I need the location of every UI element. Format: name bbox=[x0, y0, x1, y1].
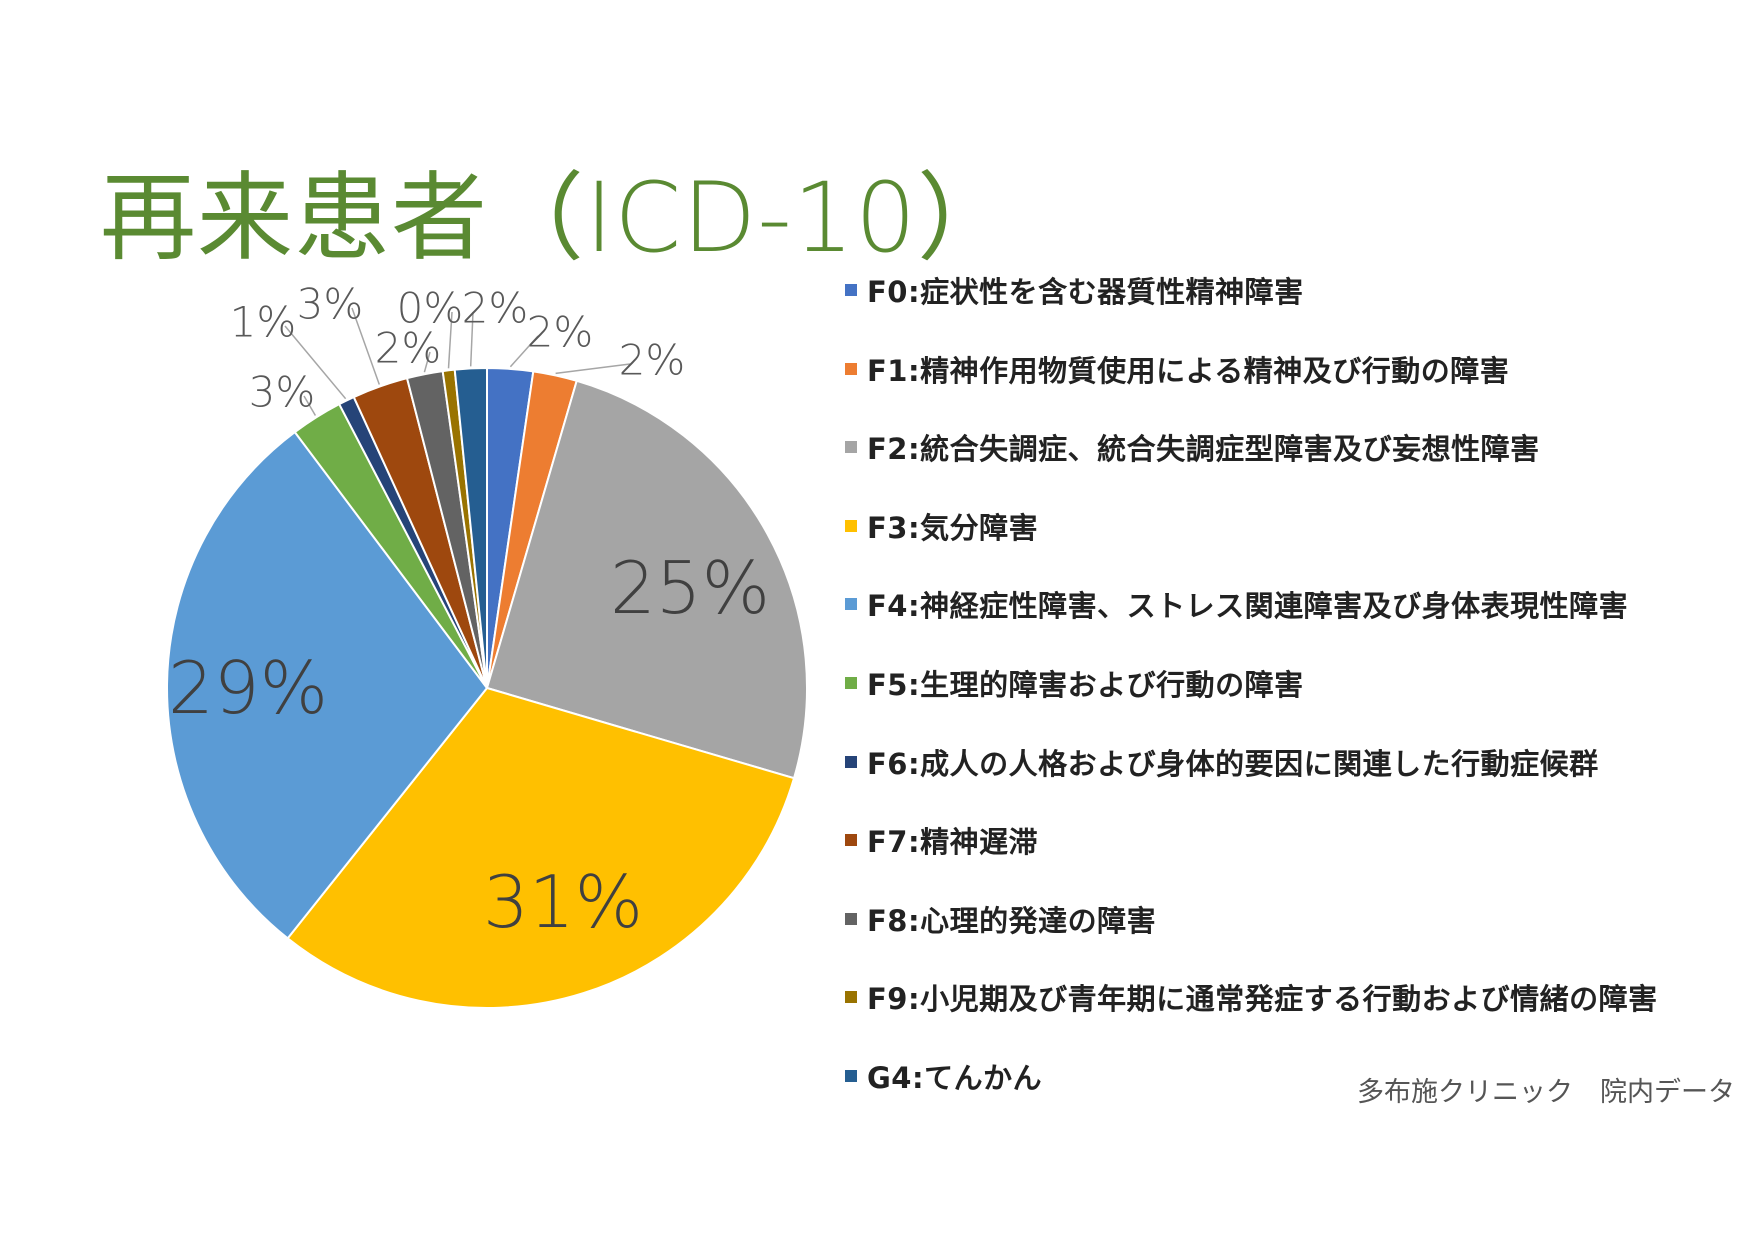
legend-item: F1:精神作用物質使用による精神及び行動の障害 bbox=[845, 349, 1509, 389]
legend-swatch bbox=[845, 519, 857, 532]
data-label-10: 0% bbox=[397, 284, 464, 333]
pie-slice-11 bbox=[453, 366, 488, 689]
legend-item: F3:気分障害 bbox=[845, 506, 1038, 546]
legend-swatch bbox=[845, 284, 857, 296]
legend-item: F5:生理的障害および行動の障害 bbox=[845, 663, 1304, 703]
legend-swatch bbox=[845, 834, 857, 847]
legend-swatch bbox=[845, 912, 857, 925]
legend-swatch bbox=[845, 441, 857, 454]
legend-swatch bbox=[845, 677, 857, 689]
legend-label: F1:精神作用物質使用による精神及び行動の障害 bbox=[867, 353, 1510, 388]
leader-line-10 bbox=[447, 311, 453, 369]
legend-swatch bbox=[845, 755, 857, 768]
pie-slices bbox=[166, 366, 808, 1009]
leader-line-9 bbox=[423, 351, 431, 373]
data-label-3: 25% bbox=[610, 546, 770, 630]
data-label-2: 2% bbox=[619, 336, 686, 385]
data-labels: 2%2%25%31%29%3%1% 3%2%0%2% bbox=[168, 280, 770, 945]
data-label-4: 31% bbox=[483, 860, 643, 944]
data-label-9: 2% bbox=[375, 324, 442, 373]
data-label-1: 2% bbox=[527, 308, 594, 357]
legend-item: F2:統合失調症、統合失調症型障害及び妄想性障害 bbox=[845, 427, 1540, 467]
leader-line-7 bbox=[284, 325, 347, 400]
data-label-7: 1% bbox=[230, 298, 297, 347]
leader-line-6 bbox=[303, 395, 317, 416]
data-label-8: 3% bbox=[297, 280, 364, 329]
leader-line-2 bbox=[555, 363, 631, 375]
legend-label: F9:小児期及び青年期に通常発症する行動および情緒の障害 bbox=[867, 982, 1658, 1017]
legend-swatch bbox=[845, 1070, 857, 1082]
legend-item: F8:心理的発達の障害 bbox=[845, 899, 1156, 939]
legend-label: F7:精神遅滞 bbox=[867, 825, 1039, 860]
pie-slice-3 bbox=[485, 379, 808, 780]
pie-slice-4 bbox=[286, 686, 796, 1009]
legend-item: F6:成人の人格および身体的要因に関連した行動症候群 bbox=[845, 742, 1599, 782]
legend-label: F3:気分障害 bbox=[867, 510, 1039, 545]
legend-label: F2:統合失調症、統合失調症型障害及び妄想性障害 bbox=[867, 432, 1540, 467]
leader-line-11 bbox=[469, 311, 474, 367]
legend-label: F0:症状性を含む器質性精神障害 bbox=[867, 275, 1304, 309]
leader-lines bbox=[284, 307, 631, 416]
legend-label: F8:心理的発達の障害 bbox=[867, 903, 1157, 938]
legend-item: F0:症状性を含む器質性精神障害 bbox=[845, 270, 1304, 310]
legend-item: F9:小児期及び青年期に通常発症する行動および情緒の障害 bbox=[845, 977, 1658, 1017]
legend-item: F4:神経症性障害、ストレス関連障害及び身体表現性障害 bbox=[845, 584, 1628, 624]
legend-label: F6:成人の人格および身体的要因に関連した行動症候群 bbox=[867, 746, 1599, 781]
legend-swatch bbox=[845, 991, 857, 1004]
legend-item: F7:精神遅滞 bbox=[845, 820, 1038, 860]
data-label-11: 2% bbox=[462, 284, 529, 333]
leader-line-8 bbox=[351, 307, 381, 385]
legend-label: F4:神経症性障害、ストレス関連障害及び身体表現性障害 bbox=[867, 589, 1629, 624]
data-label-6: 3% bbox=[249, 368, 316, 417]
source-note: 多布施クリニック 院内データ bbox=[1357, 1077, 1735, 1108]
legend-label: G4:てんかん bbox=[867, 1061, 1043, 1095]
legend-label: F5:生理的障害および行動の障害 bbox=[867, 668, 1304, 702]
legend-swatch bbox=[845, 598, 857, 611]
legend-item: G4:てんかん bbox=[845, 1056, 1042, 1096]
page-title: 再来患者（ICD-10） bbox=[100, 162, 1015, 274]
leader-line-1 bbox=[509, 335, 539, 368]
data-label-5: 29% bbox=[168, 646, 328, 730]
legend-swatch bbox=[845, 362, 857, 375]
pie-slice-5 bbox=[166, 430, 489, 940]
